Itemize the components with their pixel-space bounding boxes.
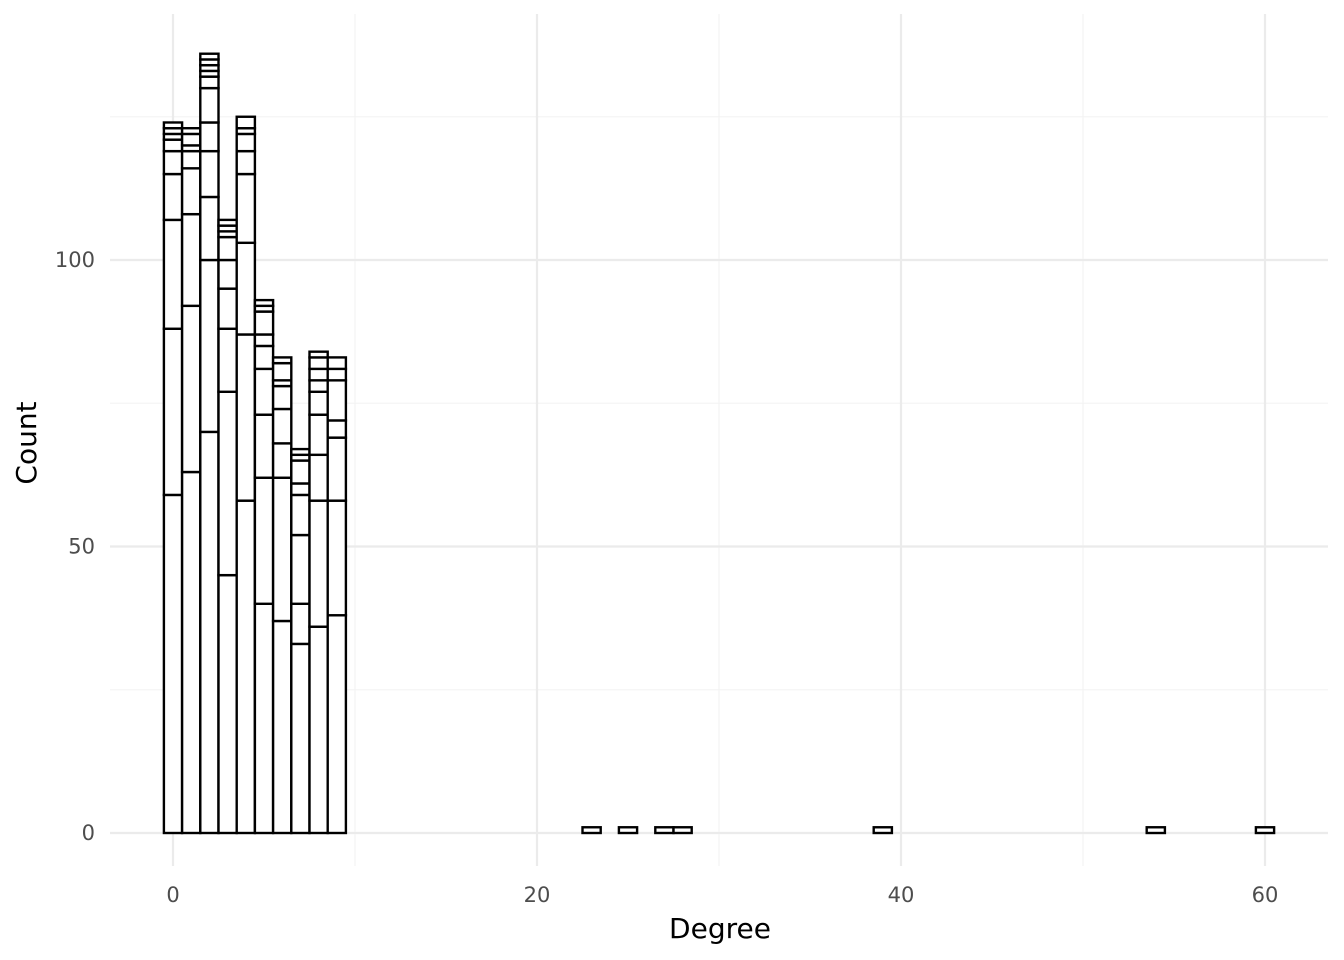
histogram-bar-segment [235, 132, 257, 153]
histogram-bar-segment [290, 533, 311, 605]
histogram-bar-segment [308, 367, 329, 382]
histogram-bar-segment [326, 356, 348, 371]
x-tick-label: 0 [166, 883, 179, 907]
histogram-bar-segment [162, 172, 184, 222]
histogram-bar-segment [199, 121, 220, 153]
histogram-bar-segment [290, 493, 311, 537]
histogram-bar-segment [271, 442, 293, 479]
histogram-bar-segment [180, 132, 202, 147]
histogram-bar-segment [162, 218, 184, 330]
y-axis-tick-labels: 0 50 100 [55, 248, 95, 845]
x-tick-label: 40 [888, 883, 915, 907]
histogram-bar-segment [199, 258, 220, 434]
histogram-bar-segment [308, 625, 329, 835]
histogram-bar-segment [672, 826, 693, 835]
histogram-bars [162, 52, 1276, 835]
histogram-bar-segment [253, 344, 275, 371]
histogram-bar-segment [199, 149, 220, 199]
histogram-bar-segment [290, 447, 311, 457]
histogram-bar-segment [326, 419, 348, 439]
histogram-bar-segment [235, 172, 257, 245]
histogram-bar-segment [217, 218, 238, 227]
histogram-bar-segment [217, 573, 238, 835]
histogram-bar-segment [217, 390, 238, 577]
x-axis-title: Degree [669, 912, 771, 945]
histogram-bar-segment [217, 258, 238, 290]
histogram-bar-segment [180, 149, 202, 170]
histogram-bar-segment [308, 390, 329, 416]
histogram-bar-segment [308, 356, 329, 371]
histogram-bar-segment [654, 826, 675, 835]
histogram-bar-segment [253, 367, 275, 416]
histogram-bar-segment [180, 470, 202, 835]
histogram-bar-segment [271, 619, 293, 835]
histogram-bar-segment [290, 482, 311, 497]
histogram-bar-segment [253, 298, 275, 308]
histogram-bar-segment [199, 86, 220, 124]
histogram-bar-segment [271, 476, 293, 623]
histogram-bar-segment [217, 287, 238, 330]
histogram-bar-segment [253, 602, 275, 835]
histogram-bar-segment [1145, 826, 1167, 835]
histogram-bar-segment [326, 499, 348, 617]
histogram-bar-segment [199, 195, 220, 262]
y-tick-label: 0 [82, 821, 95, 845]
histogram-bar-segment [617, 826, 639, 835]
histogram-bar-segment [162, 138, 184, 153]
histogram-bar-segment [235, 499, 257, 835]
histogram-bar-segment [253, 413, 275, 479]
y-tick-label: 100 [55, 248, 95, 272]
histogram-bar-segment [199, 52, 220, 61]
histogram-bar-segment [872, 826, 894, 835]
histogram-bar-segment [326, 436, 348, 502]
histogram-bar-segment [217, 235, 238, 262]
histogram-bar-segment [271, 407, 293, 445]
histogram-bar-segment [308, 350, 329, 359]
histogram-bar-segment [180, 304, 202, 474]
histogram-bar-segment [271, 361, 293, 382]
histogram-bar-segment [253, 476, 275, 605]
histogram-bar-segment [180, 167, 202, 216]
histogram-bar-segment [199, 430, 220, 835]
histogram-bar-segment [180, 127, 202, 136]
histogram-bar-segment [308, 379, 329, 393]
histogram-bar-segment [290, 602, 311, 646]
x-tick-label: 20 [524, 883, 551, 907]
histogram-bar-segment [326, 367, 348, 382]
histogram-bar-segment [308, 499, 329, 628]
x-axis-tick-labels: 0 20 40 60 [166, 883, 1278, 907]
histogram-bar-segment [271, 384, 293, 411]
histogram-bar-segment [235, 149, 257, 176]
histogram-bar-segment [581, 826, 602, 835]
histogram-bar-segment [308, 413, 329, 457]
histogram-bar-segment [162, 121, 184, 130]
histogram-bar-segment [235, 333, 257, 502]
histogram-bar-segment [162, 327, 184, 497]
histogram-bar-segment [253, 333, 275, 348]
y-tick-label: 50 [68, 535, 95, 559]
histogram-bar-segment [1254, 826, 1276, 835]
histogram-bar-segment [199, 75, 220, 90]
histogram-bar-segment [326, 614, 348, 835]
histogram-bar-segment [162, 149, 184, 176]
histogram-bar-segment [235, 115, 257, 130]
histogram-bar-segment [271, 356, 293, 365]
histogram-bar-segment [290, 459, 311, 485]
histogram-bar-segment [290, 642, 311, 835]
y-axis-title: Count [10, 401, 43, 484]
histogram-bar-segment [235, 241, 257, 336]
x-tick-label: 60 [1252, 883, 1279, 907]
histogram-bar-segment [253, 310, 275, 336]
histogram-bar-segment [180, 212, 202, 308]
histogram-bar-segment [162, 493, 184, 835]
histogram-bar-segment [326, 379, 348, 422]
histogram-bar-segment [217, 327, 238, 393]
histogram-bar-segment [308, 453, 329, 502]
